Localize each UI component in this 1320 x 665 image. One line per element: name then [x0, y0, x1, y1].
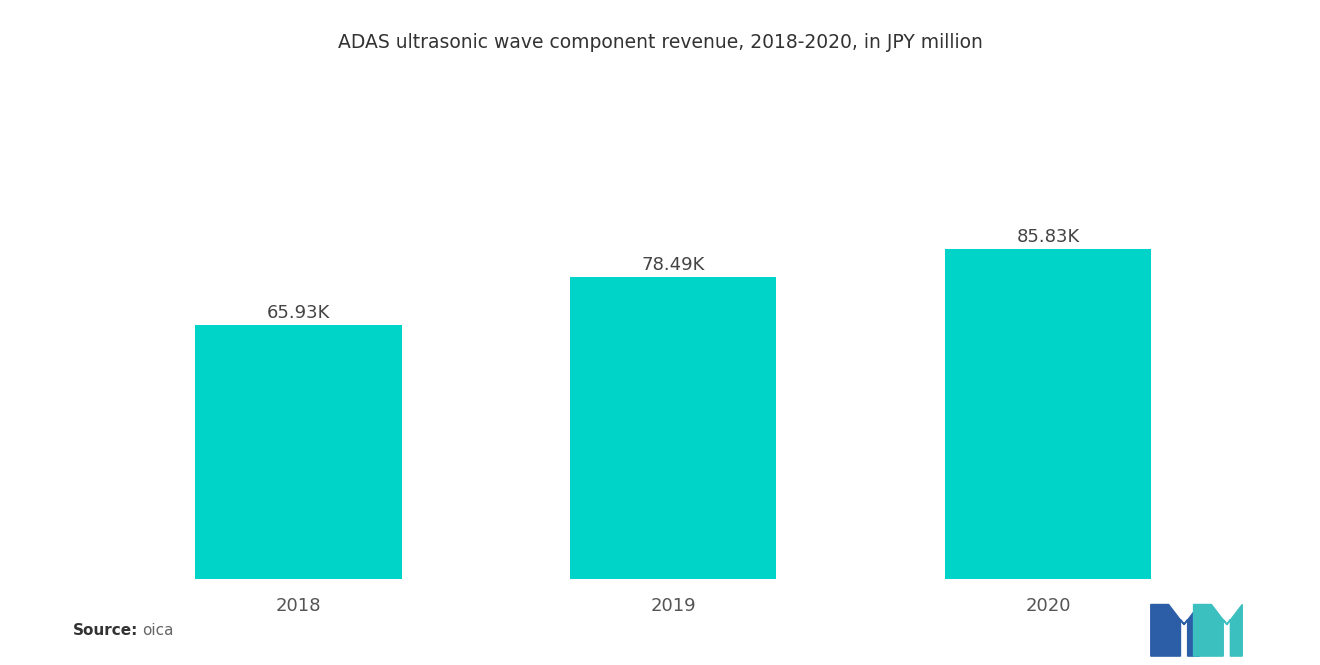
Text: ADAS ultrasonic wave component revenue, 2018-2020, in JPY million: ADAS ultrasonic wave component revenue, …: [338, 33, 982, 53]
Text: Source:: Source:: [73, 623, 139, 638]
Bar: [195, 325, 401, 579]
Text: 85.83K: 85.83K: [1016, 228, 1080, 246]
Bar: [570, 277, 776, 579]
Text: oica: oica: [143, 623, 174, 638]
Bar: [945, 249, 1151, 579]
Polygon shape: [1151, 604, 1200, 656]
Text: 65.93K: 65.93K: [267, 305, 330, 323]
Text: 78.49K: 78.49K: [642, 256, 705, 274]
Polygon shape: [1193, 604, 1242, 656]
